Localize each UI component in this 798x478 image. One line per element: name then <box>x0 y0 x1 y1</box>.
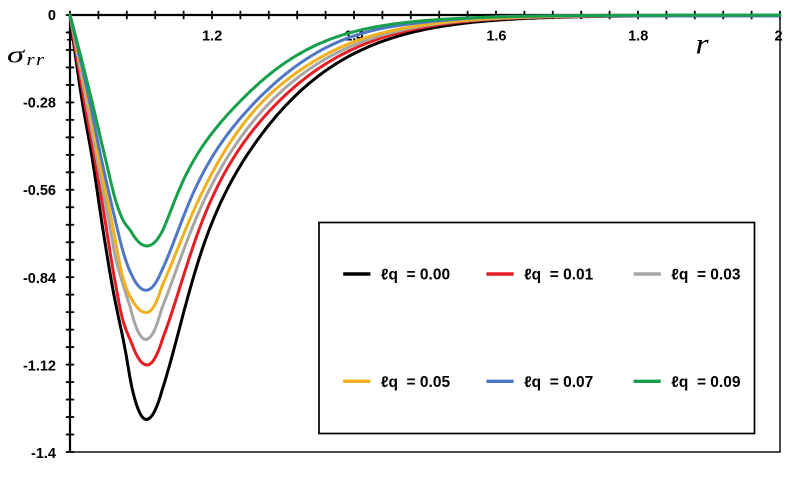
svg-text:2: 2 <box>774 29 782 45</box>
svg-text:ℓq = 0.03: ℓq = 0.03 <box>671 267 741 284</box>
svg-text:ℓq = 0.01: ℓq = 0.01 <box>524 267 594 284</box>
svg-text:1.2: 1.2 <box>202 29 222 45</box>
svg-text:-0.56: -0.56 <box>23 183 56 199</box>
svg-text:-0.84: -0.84 <box>23 271 56 287</box>
svg-text:ℓq = 0.09: ℓq = 0.09 <box>671 374 741 391</box>
svg-text:1: 1 <box>66 29 74 45</box>
svg-text:-1.4: -1.4 <box>31 446 56 462</box>
svg-text:1.8: 1.8 <box>628 29 648 45</box>
svg-text:σ: σ <box>7 41 25 68</box>
svg-text:r: r <box>696 27 710 60</box>
svg-text:-0.28: -0.28 <box>23 96 56 112</box>
svg-text:0: 0 <box>48 8 56 24</box>
svg-text:ℓq = 0.07: ℓq = 0.07 <box>524 374 593 391</box>
svg-text:ℓq = 0.05: ℓq = 0.05 <box>381 374 451 391</box>
svg-text:ℓq = 0.00: ℓq = 0.00 <box>381 267 450 284</box>
svg-text:-1.12: -1.12 <box>23 358 56 374</box>
svg-text:1.6: 1.6 <box>486 29 506 45</box>
svg-text:rr: rr <box>27 50 46 69</box>
